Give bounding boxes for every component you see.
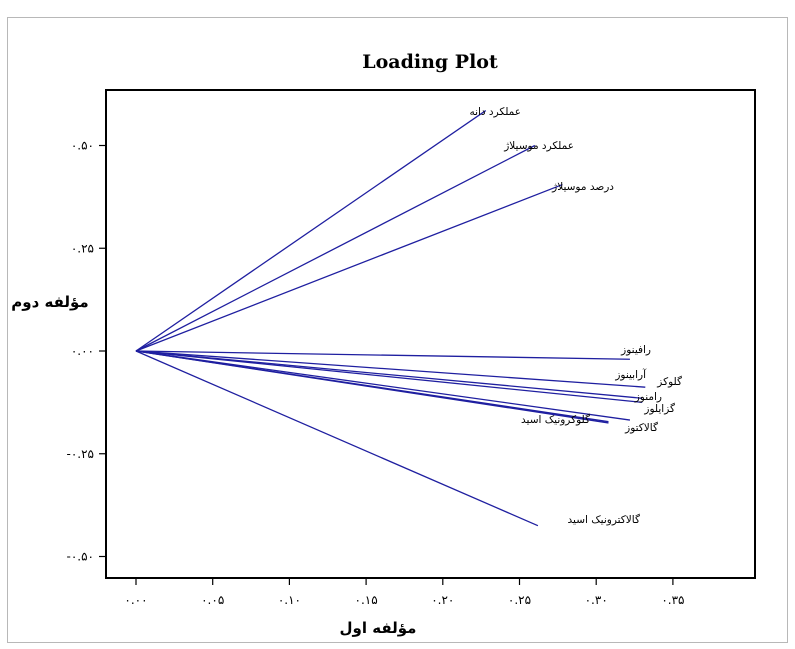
x-tick-label-5: ۰.۲۵ <box>508 593 531 607</box>
loading-vector-5 <box>135 350 643 399</box>
loading-vector-9 <box>135 350 609 424</box>
x-tick-label-0: ۰.۰۰ <box>124 593 147 607</box>
y-tick-label-4: -۰.۵۰ <box>67 550 94 564</box>
vector-label-1: عملکرد موسیلاژ <box>503 140 574 152</box>
vector-label-0: عملکرد دانه <box>469 106 521 118</box>
vector-label-10: گالاکترونیک اسید <box>568 513 640 526</box>
x-tick-label-2: ۰.۱۰ <box>278 593 301 607</box>
y-tick-label-0: ۰.۵۰ <box>71 139 94 153</box>
plot-area-border <box>105 89 756 579</box>
x-tick-label-6: ۰.۳۰ <box>585 593 608 607</box>
vector-label-2: درصد موسیلاژ <box>551 181 614 193</box>
loading-vector-6 <box>135 350 643 404</box>
y-tick-label-2: ۰.۰۰ <box>71 344 94 358</box>
vector-label-6: رامنوز <box>634 391 662 403</box>
vector-label-8: گالاکتوز <box>624 421 658 434</box>
vector-label-7: گزایلوز <box>643 402 675 415</box>
y-tick-label-3: -۰.۲۵ <box>67 447 94 461</box>
x-tick-label-7: ۰.۳۵ <box>661 593 684 607</box>
loading-vector-7 <box>135 350 631 421</box>
y-tick-label-1: ۰.۲۵ <box>71 241 94 255</box>
vector-label-5: گلوکز <box>656 375 682 388</box>
x-tick-label-4: ۰.۲۰ <box>431 593 454 607</box>
x-tick-label-1: ۰.۰۵ <box>201 593 224 607</box>
vector-label-3: رافینوز <box>620 344 651 356</box>
loading-plot: Loading Plot ۰.۰۰ ۰.۰۵ ۰.۱۰ ۰.۱۵ ۰.۲۰ ۰.۲۵ ۰.۳… <box>11 51 756 637</box>
vector-label-4: آرابینوز <box>614 368 647 381</box>
loading-vector-0 <box>135 110 487 352</box>
x-axis-title: مؤلفه اول <box>340 619 417 637</box>
loading-vector-3 <box>135 350 630 360</box>
vector-label-9: گلوکرونیک اسید <box>521 413 590 426</box>
loading-vector-4 <box>135 350 646 388</box>
loading-vector-10 <box>135 350 539 527</box>
loading-vector-1 <box>135 144 536 352</box>
chart-frame: Loading Plot ۰.۰۰ ۰.۰۵ ۰.۱۰ ۰.۱۵ ۰.۲۰ ۰.۲۵ ۰.۳… <box>7 17 788 643</box>
chart-title: Loading Plot <box>362 51 498 73</box>
loading-vector-2 <box>135 183 563 352</box>
x-tick-label-3: ۰.۱۵ <box>355 593 378 607</box>
y-axis-title: مؤلفه دوم <box>11 293 88 311</box>
